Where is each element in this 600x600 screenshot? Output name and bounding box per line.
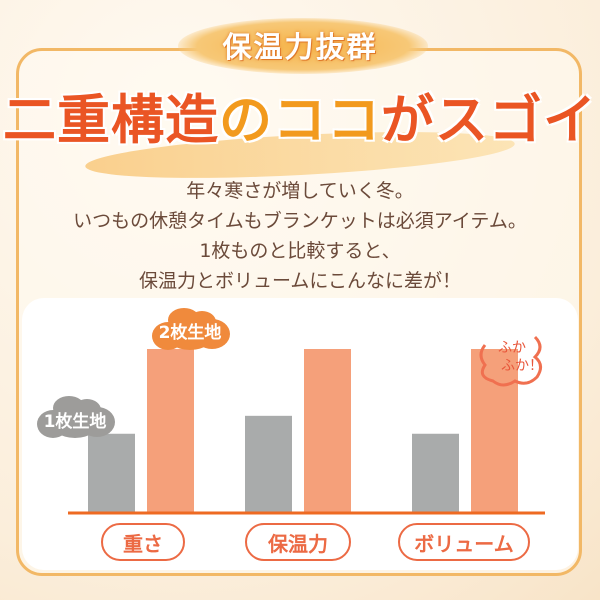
annotation: ふか！ bbox=[501, 358, 543, 374]
cloud-double-icon bbox=[188, 311, 216, 333]
badge-title: 保温力抜群 bbox=[222, 30, 378, 64]
bar-single bbox=[245, 415, 292, 512]
headline: 二重構造のココがスゴイ bbox=[0, 78, 600, 154]
description-line: 保温力とボリュームにこんなに差が！ bbox=[138, 270, 462, 292]
bar-double bbox=[304, 349, 351, 512]
badge-brush bbox=[178, 18, 428, 74]
fluffy-burst-icon bbox=[479, 335, 542, 387]
description-line: 年々寒さが増していく冬。 bbox=[186, 180, 414, 202]
category-label: ボリューム bbox=[398, 523, 530, 561]
category-label: 保温力 bbox=[245, 523, 351, 561]
description: 年々寒さが増していく冬。 いつもの休憩タイムもブランケットは必須アイテム。 1枚… bbox=[0, 176, 600, 296]
annotation: ふか bbox=[498, 340, 526, 356]
description-line: 1枚ものと比較すると、 bbox=[199, 240, 401, 262]
bar-single bbox=[412, 433, 459, 512]
bar-double bbox=[147, 349, 194, 512]
category-label: 重さ bbox=[101, 523, 185, 561]
bar-double bbox=[471, 349, 518, 512]
bar-single bbox=[88, 433, 135, 512]
cloud-single-icon bbox=[73, 399, 101, 421]
legend-double: 2枚生地 bbox=[159, 322, 222, 343]
headline-part3: がスゴイ bbox=[381, 90, 597, 151]
description-line: いつもの休憩タイムもブランケットは必須アイテム。 bbox=[73, 210, 527, 232]
legend-single: 1枚生地 bbox=[44, 411, 107, 432]
headline-part2: のココ bbox=[219, 90, 381, 151]
headline-part1: 二重構造 bbox=[3, 90, 219, 151]
